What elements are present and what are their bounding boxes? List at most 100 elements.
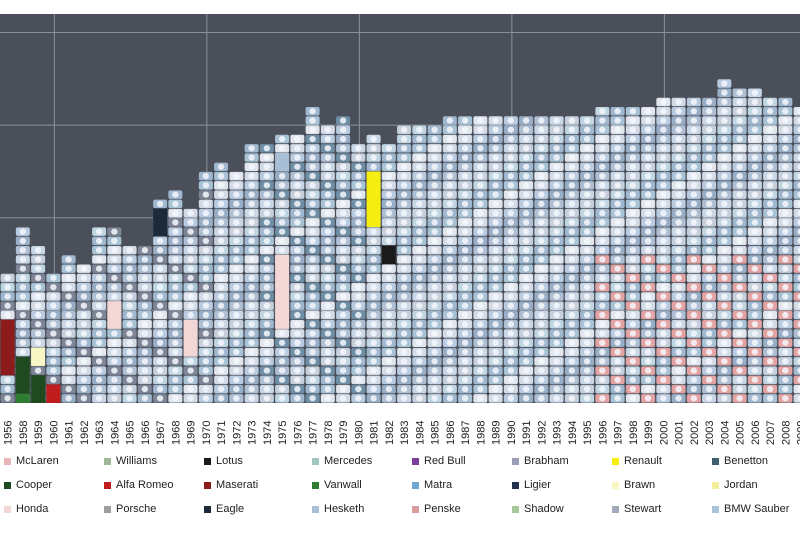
car-glyph: [644, 108, 652, 115]
car-glyph: [599, 265, 606, 272]
car-glyph: [126, 256, 133, 263]
car-glyph: [416, 274, 423, 282]
car-glyph: [538, 247, 545, 254]
car-glyph: [156, 256, 164, 263]
car-glyph: [675, 172, 682, 180]
car-glyph: [583, 247, 591, 254]
car-glyph: [660, 182, 667, 189]
car-glyph: [477, 117, 484, 124]
car-glyph: [644, 358, 652, 365]
car-glyph: [705, 256, 713, 263]
car-glyph: [583, 182, 591, 189]
car-glyph: [583, 265, 591, 272]
car-glyph: [660, 210, 667, 217]
car-glyph: [522, 386, 530, 393]
car-glyph: [568, 367, 576, 374]
car-glyph: [568, 172, 576, 180]
legend-label: Shadow: [524, 503, 564, 515]
car-glyph: [187, 219, 194, 226]
car-glyph: [141, 274, 149, 282]
car-glyph: [446, 293, 454, 300]
car-glyph: [309, 311, 316, 319]
car-glyph: [644, 284, 652, 291]
car-glyph: [736, 210, 743, 217]
car-glyph: [385, 367, 393, 374]
car-glyph: [492, 191, 499, 198]
car-glyph: [797, 284, 800, 291]
car-glyph: [568, 376, 576, 383]
legend-item: Stewart: [612, 499, 661, 519]
legend-label: Brawn: [624, 479, 656, 491]
car-glyph: [492, 274, 499, 282]
car-glyph: [568, 247, 576, 254]
car-glyph: [355, 348, 362, 356]
car-glyph: [294, 247, 301, 254]
car-glyph: [766, 108, 774, 115]
car-glyph: [538, 135, 545, 143]
car-glyph: [538, 395, 545, 402]
car-glyph: [385, 182, 393, 189]
car-glyph: [309, 219, 316, 226]
car-glyph: [644, 210, 652, 217]
car-glyph: [385, 376, 393, 383]
car-glyph: [614, 200, 621, 207]
car-glyph: [660, 321, 667, 328]
car-glyph: [782, 182, 789, 189]
car-glyph: [675, 293, 682, 300]
car-glyph: [400, 330, 408, 337]
car-glyph: [690, 98, 698, 106]
car-glyph: [248, 256, 255, 263]
car-glyph: [446, 210, 454, 217]
car-glyph: [400, 367, 408, 374]
car-glyph: [339, 247, 347, 254]
legend-label: Ligier: [524, 479, 551, 491]
car-glyph: [263, 330, 271, 337]
car-glyph: [644, 395, 652, 402]
car-glyph: [766, 98, 774, 106]
car-glyph: [736, 154, 743, 161]
car-glyph: [248, 172, 255, 180]
car-glyph: [553, 135, 560, 143]
car-glyph: [675, 200, 682, 207]
car-glyph: [324, 302, 332, 309]
car-glyph: [370, 154, 377, 161]
car-glyph: [492, 395, 499, 402]
car-glyph: [263, 321, 271, 328]
car-glyph: [416, 367, 423, 374]
car-glyph: [50, 339, 57, 346]
car-glyph: [583, 321, 591, 328]
car-glyph: [629, 154, 637, 161]
car-glyph: [217, 210, 225, 217]
car-glyph: [797, 265, 800, 272]
car-glyph: [705, 386, 713, 393]
car-glyph: [522, 321, 530, 328]
car-glyph: [599, 117, 606, 124]
car-glyph: [583, 284, 591, 291]
car-glyph: [782, 247, 789, 254]
car-glyph: [141, 265, 149, 272]
car-glyph: [522, 358, 530, 365]
car-glyph: [278, 367, 286, 374]
highlight-cooper-1958: [15, 356, 30, 394]
car-glyph: [339, 358, 347, 365]
car-glyph: [111, 293, 118, 300]
car-glyph: [263, 376, 271, 383]
car-glyph: [233, 237, 240, 245]
car-glyph: [309, 247, 316, 254]
car-glyph: [248, 247, 255, 254]
car-glyph: [614, 358, 621, 365]
car-glyph: [538, 256, 545, 263]
highlight-blocks: [0, 152, 396, 403]
car-glyph: [538, 210, 545, 217]
plot-area: [0, 14, 800, 403]
car-glyph: [553, 386, 560, 393]
car-glyph: [294, 395, 301, 402]
car-glyph: [19, 237, 27, 245]
car-glyph: [156, 339, 164, 346]
car-glyph: [248, 219, 255, 226]
car-glyph: [126, 339, 133, 346]
car-glyph: [263, 302, 271, 309]
car-glyph: [461, 376, 469, 383]
car-glyph: [339, 302, 347, 309]
legend-swatch: [512, 457, 519, 465]
